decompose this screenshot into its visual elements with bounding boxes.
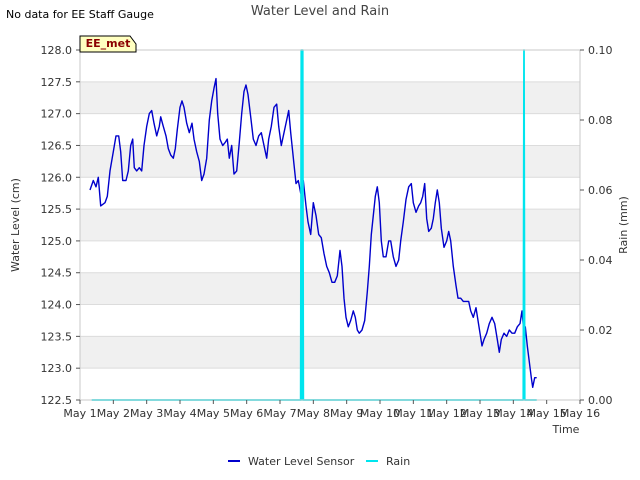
x-tick-label: May 4	[163, 407, 196, 420]
plot-frame	[79, 49, 581, 401]
left-tick-label: 122.5	[41, 394, 73, 407]
x-tick-label: May 5	[197, 407, 230, 420]
left-tick-label: 127.0	[41, 108, 73, 121]
x-tick-label: May 6	[230, 407, 263, 420]
station-tag-label: EE_met	[86, 37, 131, 50]
legend-label: Water Level Sensor	[248, 455, 355, 468]
no-data-note: No data for EE Staff Gauge	[6, 8, 154, 21]
left-tick-label: 124.5	[41, 267, 73, 280]
right-tick-label: 0.06	[588, 184, 613, 197]
left-tick-label: 126.5	[41, 139, 73, 152]
water-level-series	[89, 77, 537, 388]
x-tick-label: May 14	[493, 407, 533, 420]
legend: Water Level Sensor Rain	[228, 455, 410, 468]
left-tick-label: 123.0	[41, 362, 73, 375]
left-tick-label: 123.5	[41, 330, 73, 343]
water-level-line	[89, 77, 537, 388]
left-tick-label: 125.0	[41, 235, 73, 248]
rain-series	[91, 49, 537, 401]
left-tick-label: 128.0	[41, 44, 73, 57]
chart-title: Water Level and Rain	[251, 4, 389, 19]
right-tick-label: 0.10	[588, 44, 613, 57]
x-tick-label: May 1	[63, 407, 96, 420]
x-tick-label: May 11	[393, 407, 433, 420]
left-tick-label: 127.5	[41, 76, 73, 89]
legend-label: Rain	[386, 455, 410, 468]
left-tick-label: 125.5	[41, 203, 73, 216]
right-tick-label: 0.00	[588, 394, 613, 407]
x-axis-label: Time	[552, 423, 580, 436]
station-tag: EE_met	[79, 35, 137, 53]
grid-band	[80, 336, 580, 369]
grid-band	[80, 145, 580, 178]
x-tick-label: May 7	[263, 407, 296, 420]
rain-line	[91, 49, 537, 401]
x-tick-label: May 15	[527, 407, 567, 420]
x-tick-label: May 9	[330, 407, 363, 420]
x-tick-label: May 16	[560, 407, 600, 420]
left-tick-label: 126.0	[41, 171, 73, 184]
right-tick-label: 0.04	[588, 254, 613, 267]
x-tick-label: May 3	[130, 407, 163, 420]
right-axis-ticks: 0.00 0.02 0.04 0.06 0.08 0.10	[580, 44, 613, 407]
y-axis-right-label: Rain (mm)	[617, 196, 630, 254]
x-axis-ticks: May 1 May 2 May 3 May 4 May 5 May 6 May 7 May 8…	[63, 400, 600, 420]
station-tag-box	[79, 35, 137, 53]
grid-band	[80, 272, 580, 305]
grid-band	[80, 81, 580, 114]
x-tick-label: May 12	[427, 407, 467, 420]
y-axis-left-label: Water Level (cm)	[9, 178, 22, 272]
right-tick-label: 0.02	[588, 324, 613, 337]
grid-bands	[80, 81, 580, 369]
left-axis-ticks: 122.5 123.0 123.5 124.0 124.5 125.0 125.5 126.0…	[41, 44, 80, 407]
x-tick-label: May 13	[460, 407, 500, 420]
x-tick-label: May 10	[360, 407, 400, 420]
x-tick-label: May 8	[297, 407, 330, 420]
left-tick-label: 124.0	[41, 299, 73, 312]
grid-band	[80, 209, 580, 241]
x-tick-label: May 2	[97, 407, 130, 420]
right-tick-label: 0.08	[588, 114, 613, 127]
